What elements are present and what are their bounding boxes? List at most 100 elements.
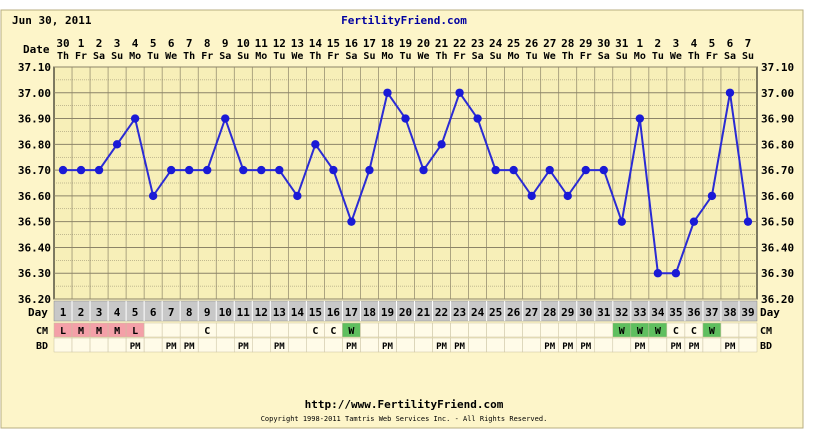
cm-cell (270, 322, 289, 338)
bd-cell (197, 337, 217, 353)
cm-value: C (204, 326, 210, 337)
date-row-label: Date (23, 43, 50, 56)
day-label: 21 (417, 306, 431, 319)
bd-row-label-left: BD (36, 341, 48, 352)
weekday-label: Su (111, 51, 123, 62)
day-label: 15 (309, 306, 322, 319)
day-label: 30 (579, 306, 592, 319)
y-tick-label: 36.60 (18, 190, 51, 203)
footer-copyright: Copyright 1998-2011 Tamtris Web Services… (261, 415, 548, 423)
date-label: 28 (561, 37, 574, 50)
y-tick-label-right: 37.00 (761, 87, 794, 100)
y-tick-label-right: 37.10 (761, 61, 794, 74)
temperature-point (365, 165, 374, 175)
temperature-point (76, 165, 86, 175)
temperature-point (689, 217, 699, 226)
temperature-point (329, 165, 338, 175)
y-tick-label: 36.70 (18, 164, 51, 177)
cm-value: C (691, 326, 697, 337)
day-label: 31 (597, 306, 611, 319)
temperature-point (725, 88, 735, 97)
cm-cell (522, 322, 541, 338)
weekday-label: Mo (508, 51, 520, 62)
cm-cell (540, 322, 559, 338)
date-label: 10 (237, 37, 250, 50)
weekday-label: Tu (399, 51, 411, 62)
temperature-point (148, 191, 158, 201)
weekday-label: Sa (472, 51, 484, 62)
date-label: 16 (345, 37, 359, 50)
temperature-point (617, 217, 627, 226)
bd-value: PM (436, 342, 447, 352)
y-tick-label-right: 36.50 (761, 216, 794, 229)
date-label: 14 (309, 37, 323, 50)
day-label: 5 (132, 306, 139, 319)
date-label: 8 (204, 37, 211, 50)
weekday-label: We (544, 51, 556, 62)
bd-value: PM (688, 342, 699, 352)
cm-cell (143, 322, 163, 338)
cm-value: C (330, 326, 336, 337)
bd-value: PM (166, 342, 177, 352)
date-label: 17 (363, 37, 376, 50)
temperature-point (671, 269, 681, 278)
plot-area (53, 66, 758, 300)
temperature-point (275, 165, 284, 175)
cm-value: W (619, 326, 626, 337)
day-row-label-right: Day (760, 306, 780, 319)
day-label: 20 (399, 306, 412, 319)
temperature-point (130, 114, 140, 123)
weekday-label: Th (57, 51, 69, 62)
cm-cell (720, 322, 740, 338)
cm-value: L (132, 326, 138, 337)
cm-cell (738, 322, 758, 338)
day-label: 14 (291, 306, 305, 319)
bd-cell (288, 337, 307, 353)
cm-cell (396, 322, 415, 338)
plot-frame (53, 66, 758, 300)
day-label: 6 (150, 306, 157, 319)
date-label: 30 (597, 37, 610, 50)
temperature-point (599, 165, 608, 175)
date-label: 27 (543, 37, 556, 50)
weekday-label: Mo (634, 51, 646, 62)
day-label: 2 (78, 306, 85, 319)
date-label: 13 (291, 37, 304, 50)
day-label: 4 (114, 306, 121, 319)
date-label: 22 (453, 37, 466, 50)
cm-value: M (78, 326, 84, 337)
cm-value: W (655, 326, 662, 337)
date-label: 21 (435, 37, 449, 50)
weekday-label: Fr (454, 51, 466, 62)
bd-cell (738, 337, 758, 353)
cm-cell (486, 322, 505, 338)
bd-value: PM (238, 342, 249, 352)
date-label: 15 (327, 37, 340, 50)
bd-value: PM (382, 342, 393, 352)
date-label: 30 (56, 37, 69, 50)
weekday-label: Su (490, 51, 502, 62)
day-label: 34 (651, 306, 665, 319)
day-label: 38 (723, 306, 736, 319)
bd-cell (360, 337, 379, 353)
y-tick-label-right: 36.80 (761, 138, 794, 151)
temperature-point (112, 140, 122, 149)
chart-date: Jun 30, 2011 (12, 14, 92, 27)
bd-value: PM (184, 342, 195, 352)
weekday-label: Fr (201, 51, 213, 62)
footer-url[interactable]: http://www.FertilityFriend.com (305, 398, 504, 411)
weekday-label: Mo (255, 51, 267, 62)
bd-cell (504, 337, 523, 353)
date-label: 31 (615, 37, 629, 50)
day-label: 37 (705, 306, 718, 319)
bd-value: PM (634, 342, 645, 352)
day-row: 1 2 3 4 5 6 7 8 9 10 11 12 13 14 15 16 17 18 19 20 21 22 23 24 2… (53, 300, 758, 322)
temperature-point (437, 140, 446, 149)
day-label: 12 (255, 306, 268, 319)
y-tick-label: 36.80 (18, 138, 51, 151)
date-label: 3 (114, 37, 121, 50)
date-label: 12 (273, 37, 286, 50)
day-label: 29 (561, 306, 574, 319)
bd-cell (107, 337, 127, 353)
